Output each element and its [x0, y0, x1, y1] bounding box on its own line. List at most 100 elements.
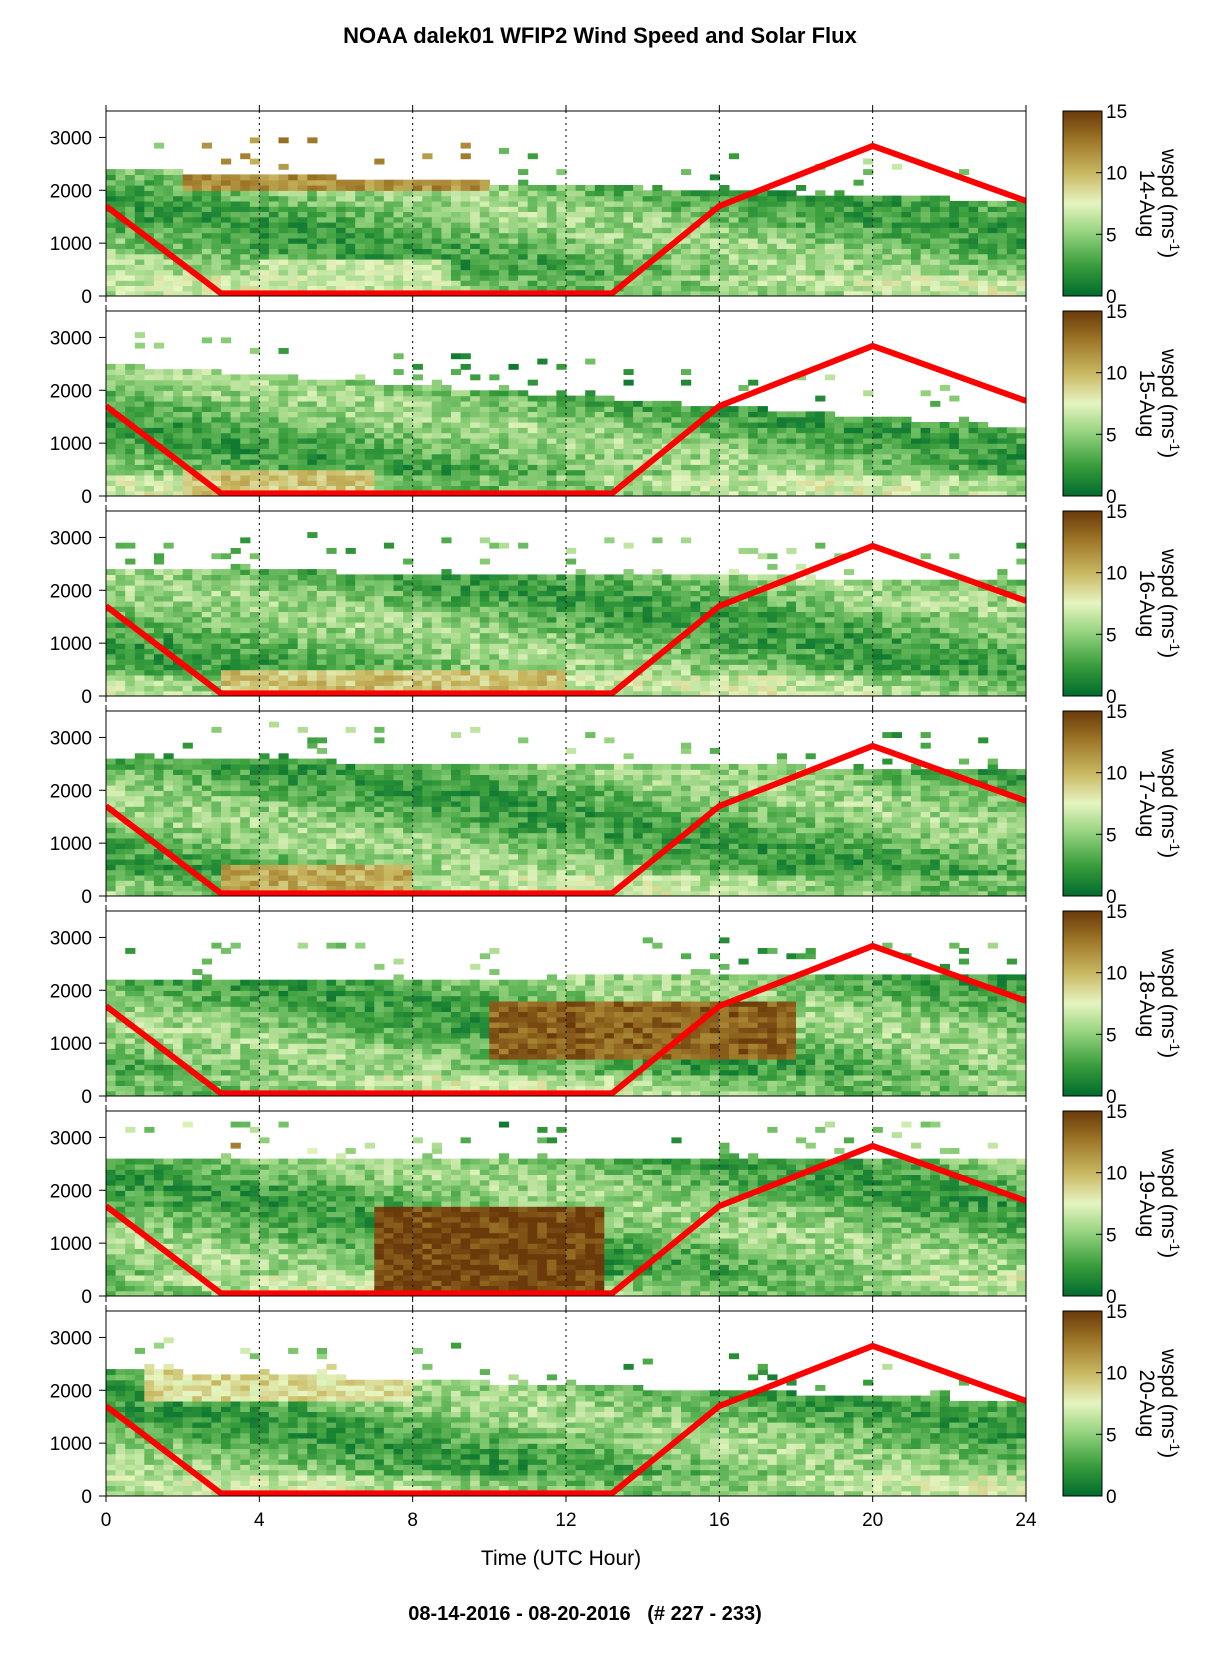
wind-speed-cell: [326, 659, 337, 665]
wind-speed-cell: [211, 443, 222, 449]
wind-speed-cell: [173, 390, 184, 397]
wind-speed-cell: [930, 422, 941, 428]
wind-speed-cell: [297, 406, 308, 412]
wind-speed-cell: [738, 485, 749, 492]
wind-speed-cell: [767, 437, 778, 444]
wind-speed-cell: [796, 464, 807, 471]
wind-speed-cell: [422, 453, 433, 460]
wind-speed-cell: [364, 385, 375, 391]
wind-speed-cell: [431, 200, 442, 207]
wind-speed-cell: [824, 216, 835, 223]
wind-speed-cell: [978, 290, 989, 296]
wind-speed-cell: [326, 585, 337, 591]
wind-speed-cell: [901, 432, 912, 439]
wind-speed-cell: [460, 153, 471, 160]
wind-speed-cell: [719, 485, 730, 492]
wind-speed-cell: [240, 459, 251, 465]
wind-speed-cell: [690, 459, 701, 465]
wind-speed-cell: [288, 253, 299, 260]
wind-speed-cell: [115, 485, 126, 492]
wind-speed-cell: [153, 685, 165, 692]
wind-speed-cell: [585, 280, 596, 286]
wind-speed-cell: [355, 427, 366, 434]
wind-speed-cell: [278, 574, 289, 581]
wind-speed-cell: [249, 459, 260, 465]
wind-speed-cell: [259, 374, 270, 381]
wind-speed-cell: [958, 416, 970, 423]
wind-speed-cell: [470, 464, 481, 471]
wind-speed-cell: [441, 206, 452, 212]
wind-speed-cell: [719, 222, 730, 228]
wind-speed-cell: [661, 406, 672, 412]
wind-speed-cell: [182, 374, 193, 381]
colorbar: [1062, 110, 1103, 297]
wind-speed-cell: [422, 259, 433, 265]
wind-speed-cell: [144, 585, 155, 591]
wind-speed-cell: [594, 411, 605, 418]
wind-speed-cell: [460, 237, 471, 244]
wind-speed-cell: [336, 632, 347, 639]
wind-speed-cell: [336, 464, 347, 471]
wind-speed-cell: [566, 222, 577, 228]
wind-speed-cell: [623, 369, 634, 375]
wind-speed-cell: [824, 274, 835, 281]
wind-speed-cell: [527, 285, 538, 292]
wind-speed-cell: [566, 480, 577, 486]
wind-speed-cell: [815, 232, 826, 239]
wind-speed-cell: [345, 590, 356, 597]
wind-speed-cell: [211, 422, 222, 428]
wind-speed-cell: [958, 211, 970, 218]
wind-speed-cell: [403, 190, 414, 197]
wind-speed-cell: [997, 216, 1008, 223]
wind-speed-cell: [958, 290, 970, 296]
wind-speed-cell: [1006, 222, 1017, 228]
wind-speed-cell: [441, 669, 452, 676]
wind-speed-cell: [891, 253, 902, 260]
wind-speed-cell: [316, 264, 327, 271]
wind-speed-cell: [201, 290, 212, 296]
wind-speed-cell: [412, 237, 423, 244]
colorbar-tick-label: 15: [1106, 102, 1127, 123]
wind-speed-cell: [479, 590, 490, 597]
wind-speed-cell: [374, 659, 385, 665]
wind-speed-cell: [163, 680, 174, 686]
wind-speed-cell: [546, 448, 557, 455]
wind-speed-cell: [431, 448, 442, 455]
wind-speed-cell: [518, 432, 529, 439]
wind-speed-cell: [144, 216, 155, 223]
wind-speed-cell: [498, 227, 510, 234]
wind-speed-cell: [374, 285, 385, 292]
wind-speed-cell: [221, 427, 232, 434]
wind-speed-cell: [163, 585, 174, 591]
wind-speed-cell: [221, 174, 232, 181]
wind-speed-cell: [882, 474, 893, 481]
wind-speed-cell: [259, 469, 270, 476]
wind-speed-cell: [268, 259, 280, 265]
wind-speed-cell: [843, 227, 855, 234]
wind-speed-cell: [106, 622, 117, 628]
wind-speed-cell: [863, 464, 874, 471]
wind-speed-cell: [163, 237, 174, 244]
wind-speed-cell: [125, 206, 136, 212]
wind-speed-cell: [767, 243, 778, 249]
wind-speed-cell: [834, 237, 845, 244]
wind-speed-cell: [412, 632, 423, 639]
wind-speed-cell: [594, 274, 605, 281]
wind-speed-cell: [700, 195, 711, 202]
wind-speed-cell: [776, 285, 787, 292]
wind-speed-cell: [307, 395, 318, 402]
wind-speed-cell: [661, 453, 672, 460]
wind-speed-cell: [336, 179, 347, 186]
wind-speed-cell: [690, 243, 701, 249]
wind-speed-cell: [106, 190, 117, 197]
wind-speed-cell: [441, 453, 452, 460]
wind-speed-cell: [153, 480, 165, 486]
wind-speed-cell: [613, 437, 625, 444]
wind-speed-cell: [556, 427, 567, 434]
wind-speed-cell: [383, 406, 395, 412]
wind-speed-cell: [393, 369, 404, 375]
wind-speed-cell: [422, 395, 433, 402]
wind-speed-cell: [364, 406, 375, 412]
wind-speed-cell: [719, 285, 730, 292]
wind-speed-cell: [681, 190, 692, 197]
